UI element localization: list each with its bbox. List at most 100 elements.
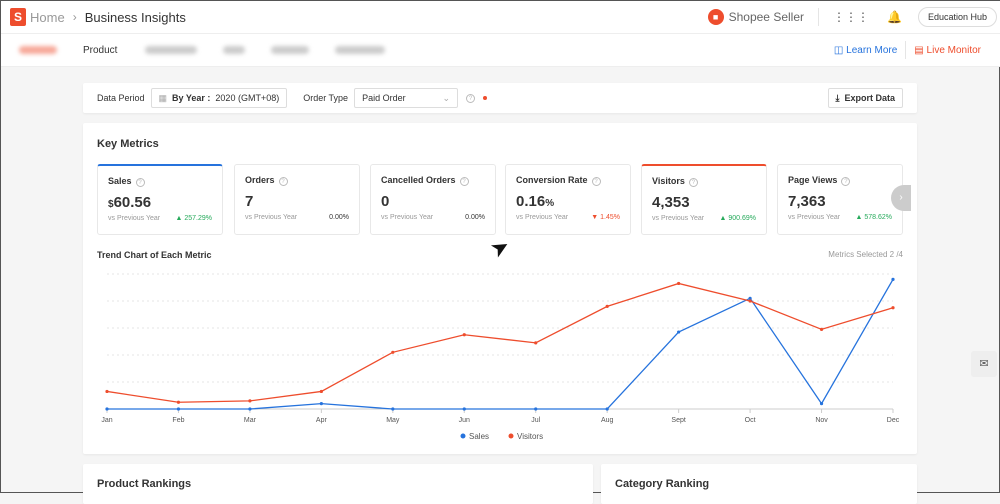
metric-change: ▲ 578.62% (855, 214, 892, 221)
data-point-visitors (391, 350, 395, 354)
divider (818, 8, 819, 26)
metric-card-orders[interactable]: Orders? 7 vs Previous Year 0.00% (234, 164, 360, 235)
metric-number: 7 (245, 193, 254, 210)
period-type: By Year : (172, 93, 211, 103)
metric-label: Cancelled Orders (381, 175, 456, 185)
metric-value: 0.16% (516, 193, 620, 210)
tab-blurred[interactable] (223, 46, 246, 54)
data-point-visitors (819, 327, 824, 331)
metric-change-value: 257.29% (184, 215, 212, 222)
x-tick-label: Aug (601, 417, 614, 424)
x-tick-label: May (386, 417, 400, 424)
learn-more-link[interactable]: ◫ Learn More (834, 45, 897, 56)
key-metrics-title: Key Metrics (97, 138, 159, 150)
metric-change: 0.00% (329, 214, 349, 221)
trend-chart-title: Trend Chart of Each Metric (97, 250, 212, 260)
data-point-sales (105, 407, 109, 411)
metrics-selected-count: Metrics Selected 2 /4 (828, 250, 903, 259)
metric-card-cancelled-orders[interactable]: Cancelled Orders? 0 vs Previous Year 0.00… (370, 164, 496, 235)
metric-change-value: 900.69% (728, 215, 756, 222)
metric-suffix: % (545, 198, 555, 209)
metric-compare-label: vs Previous Year (788, 214, 841, 221)
metric-label: Conversion Rate (516, 175, 588, 185)
data-period-picker[interactable]: ▦ By Year : 2020 (GMT+08) (150, 88, 288, 108)
data-point-sales (748, 296, 752, 300)
metric-change: ▲ 257.29% (175, 215, 212, 222)
metric-name: Visitors? (652, 176, 756, 187)
help-icon[interactable]: ? (466, 93, 476, 103)
help-icon[interactable]: ? (459, 177, 469, 186)
help-icon[interactable]: ? (278, 177, 288, 186)
metric-compare-label: vs Previous Year (652, 215, 705, 222)
chat-inbox-icon[interactable]: ✉ (971, 351, 997, 377)
metric-label: Orders (245, 175, 275, 185)
x-tick-label: Sept (671, 417, 685, 424)
metric-change: ▲ 900.69% (719, 215, 756, 222)
data-point-visitors (248, 399, 252, 403)
metric-change-value: 0.00% (465, 214, 485, 221)
live-monitor-link[interactable]: ▤ Live Monitor (914, 45, 981, 56)
tab-blurred[interactable] (19, 46, 57, 54)
legend-marker-visitors (508, 433, 514, 439)
breadcrumb-home[interactable]: Home (30, 9, 65, 25)
category-ranking-title: Category Ranking (615, 478, 710, 490)
order-type-value: Paid Order (362, 93, 406, 103)
education-hub-button[interactable]: Education Hub (917, 7, 997, 27)
data-point-sales (819, 402, 824, 406)
x-tick-label: Apr (316, 417, 328, 424)
legend-marker-sales (460, 433, 466, 439)
metric-card-sales[interactable]: Sales? $60.56 vs Previous Year ▲ 257.29% (97, 164, 223, 235)
data-point-sales (462, 407, 466, 411)
tab-bar: Product ◫ Learn More ▤ Live Monitor (1, 34, 1000, 67)
chevron-right-icon: › (72, 10, 77, 24)
help-icon[interactable]: ? (135, 178, 145, 187)
order-type-label: Order Type (303, 93, 349, 103)
metric-change-value: 1.45% (600, 214, 620, 221)
metric-compare-label: vs Previous Year (516, 214, 569, 221)
tab-blurred[interactable] (271, 46, 310, 54)
data-point-sales (248, 407, 252, 411)
data-point-sales (319, 402, 323, 406)
book-icon: ◫ (833, 44, 847, 56)
data-point-sales (891, 277, 895, 281)
x-tick-label: Nov (815, 417, 828, 424)
export-data-button[interactable]: ⤓ Export Data (827, 88, 903, 108)
metric-compare-label: vs Previous Year (381, 214, 434, 221)
data-point-sales (176, 407, 181, 411)
series-line-visitors (106, 282, 894, 403)
metric-card-visitors[interactable]: Visitors? 4,353 vs Previous Year ▲ 900.69… (641, 164, 767, 235)
top-bar: S Home › Business Insights ■ Shopee Sell… (1, 1, 1000, 34)
help-icon[interactable]: ? (841, 177, 851, 186)
data-point-visitors (319, 389, 323, 394)
tab-product[interactable]: Product (83, 44, 118, 56)
data-point-visitors (176, 400, 181, 404)
data-period-label: Data Period (97, 93, 145, 103)
metric-value: 7,363 (788, 193, 892, 210)
data-point-sales (677, 330, 681, 334)
next-arrow-button[interactable]: › (891, 185, 911, 211)
divider (905, 41, 907, 59)
series-line-sales (107, 279, 894, 410)
help-icon[interactable]: ? (591, 177, 601, 186)
order-type-select[interactable]: Paid Order ⌄ (354, 88, 459, 108)
metric-value: 4,353 (652, 194, 756, 211)
data-point-visitors (605, 304, 609, 308)
x-tick-label: Jun (459, 417, 470, 424)
tab-blurred[interactable] (335, 46, 386, 54)
page-title: Business Insights (84, 9, 186, 25)
x-tick-label: Mar (244, 417, 257, 424)
metric-name: Sales? (108, 176, 212, 187)
help-icon[interactable]: ? (688, 178, 698, 187)
metric-number: 0 (381, 193, 390, 210)
metric-card-conversion-rate[interactable]: Conversion Rate? 0.16% vs Previous Year ▼… (505, 164, 631, 235)
calendar-icon: ▦ (158, 92, 168, 103)
metric-number: 4,353 (652, 194, 690, 211)
metric-value: $60.56 (108, 194, 212, 211)
data-point-visitors (534, 341, 538, 345)
shopee-logo-icon[interactable]: S (10, 8, 26, 26)
tab-blurred[interactable] (145, 46, 198, 54)
data-point-visitors (748, 299, 752, 303)
bell-icon[interactable]: 🔔 (887, 10, 902, 24)
metric-change: ▼ 1.45% (591, 214, 620, 221)
apps-grid-icon[interactable]: ⋮⋮⋮ (833, 10, 869, 24)
